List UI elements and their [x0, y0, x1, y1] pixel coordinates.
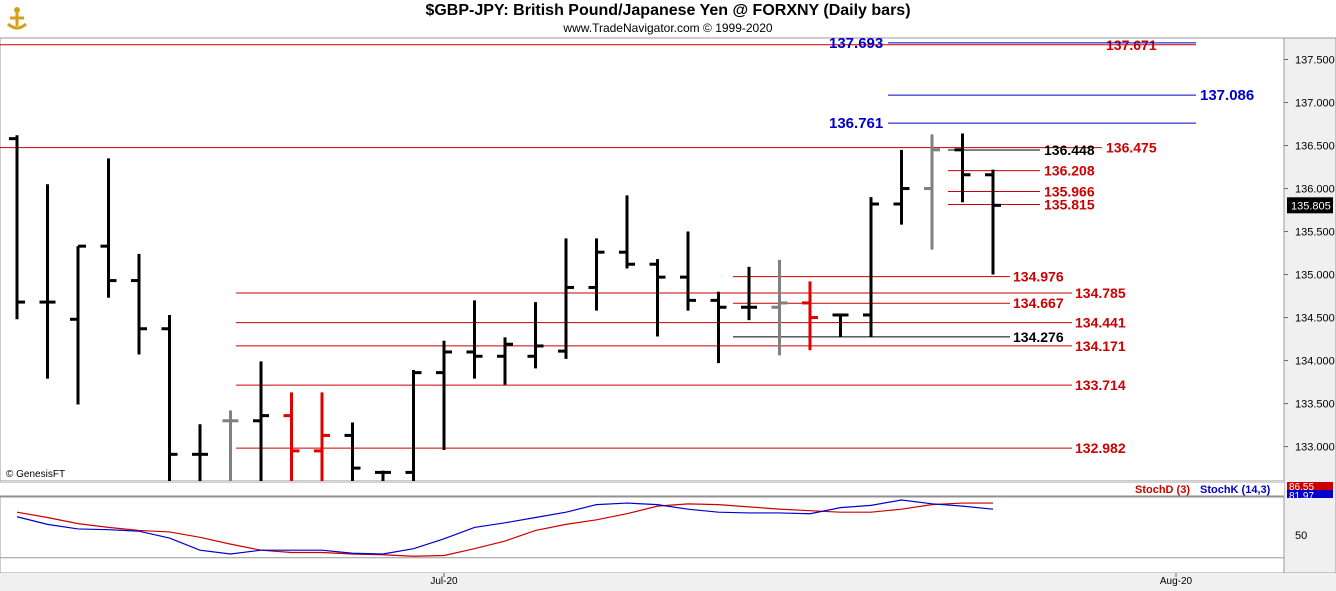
level-label-136-448: 136.448	[1044, 142, 1095, 158]
ohlc-bar-13	[405, 370, 422, 481]
ohlc-bar-20	[619, 195, 635, 269]
level-label-134-976: 134.976	[1013, 269, 1064, 285]
y-tick-label-3: 136.000	[1295, 184, 1335, 196]
ohlc-bar-15	[466, 300, 483, 379]
y-tick-label-7: 134.000	[1295, 356, 1335, 368]
x-tick-label-0: Jul-20	[430, 576, 458, 587]
y-tick-label-9: 133.000	[1295, 442, 1335, 454]
y-tick-label-1: 137.000	[1295, 98, 1335, 110]
level-label-137-693: 137.693	[829, 35, 883, 52]
ohlc-bar-22	[680, 231, 696, 311]
ohlc-bar-12	[375, 470, 391, 481]
ohlc-bar-4	[131, 253, 147, 355]
ohlc-bar-2	[70, 244, 86, 405]
level-label-136-761: 136.761	[829, 115, 883, 132]
stoch-k-value-box	[1287, 490, 1333, 498]
date-axis: Jul-20 Aug-20	[430, 573, 1193, 587]
ohlc-bar-0	[9, 135, 25, 320]
ohlc-bar-24	[741, 266, 757, 321]
level-label-135-966: 135.966	[1044, 183, 1095, 199]
legend-stoch-d: StochD (3)	[1135, 484, 1190, 496]
ohlc-bar-10	[314, 392, 330, 481]
ohlc-bar-27	[832, 313, 849, 337]
level-label-133-714: 133.714	[1075, 377, 1126, 393]
y-tick-label-6: 134.500	[1295, 313, 1335, 325]
stoch-d-value: 86.55	[1289, 482, 1314, 493]
stoch-k-line	[16, 499, 994, 555]
last-price-box	[1287, 197, 1333, 214]
stoch-k-value: 81.97	[1289, 491, 1314, 502]
trade-navigator-logo	[7, 7, 27, 30]
level-label-134-276: 134.276	[1013, 329, 1064, 345]
level-label-136-475: 136.475	[1106, 140, 1157, 156]
chart-title: $GBP-JPY: British Pound/Japanese Yen @ F…	[425, 2, 911, 19]
price-axis: 137.500 137.000 136.500 136.000 135.500 135.0…	[1284, 55, 1335, 454]
ohlc-bar-32	[985, 169, 1001, 275]
ohlc-bar-3	[100, 158, 117, 298]
level-label-134-441: 134.441	[1075, 315, 1126, 331]
last-price-label: 135.805	[1291, 200, 1331, 212]
ohlc-bar-9	[283, 392, 300, 481]
ohlc-bar-7	[222, 410, 239, 481]
ohlc-bar-5	[161, 314, 178, 481]
ohlc-bar-25	[771, 259, 788, 356]
x-tick-label-1: Aug-20	[1160, 576, 1193, 587]
ohlc-bar-23	[710, 291, 727, 364]
y-tick-label-0: 137.500	[1295, 55, 1335, 67]
ohlc-bar-11	[344, 422, 361, 481]
ohlc-bar-17	[527, 302, 544, 369]
panel-gap	[0, 481, 1284, 497]
legend-stoch-k: StochK (14,3)	[1200, 484, 1271, 496]
ohlc-bar-14	[436, 340, 452, 451]
date-axis-background	[0, 573, 1336, 591]
ohlc-bar-28	[863, 197, 879, 337]
ohlc-bar-26	[802, 281, 818, 351]
level-label-134-667: 134.667	[1013, 295, 1064, 311]
level-label-132-982: 132.982	[1075, 440, 1126, 456]
stoch-d-line	[16, 502, 993, 557]
ohlc-bar-18	[558, 238, 574, 359]
ohlc-bar-19	[588, 238, 605, 311]
level-label-135-815: 135.815	[1044, 196, 1095, 212]
y-tick-label-4: 135.500	[1295, 227, 1335, 239]
stochastic-plot-area	[0, 496, 1285, 574]
stoch-tick-label-0: 50	[1295, 530, 1307, 542]
level-label-134-785: 134.785	[1075, 285, 1126, 301]
ohlc-bar-31	[954, 133, 971, 203]
genesis-copyright: © GenesisFT	[6, 469, 66, 480]
y-tick-label-8: 133.500	[1295, 399, 1335, 411]
chart-frame	[0, 37, 1336, 591]
level-lines: 137.671 137.693 137.086 136.761 136.475 136.4…	[0, 35, 1254, 456]
ohlc-bar-6	[192, 424, 208, 481]
ohlc-bar-1	[39, 184, 56, 379]
level-label-136-208: 136.208	[1044, 163, 1095, 179]
stoch-d-value-box	[1287, 482, 1333, 490]
level-label-137-671: 137.671	[1106, 37, 1157, 53]
ohlc-bar-30	[924, 134, 940, 250]
chart-subtitle: www.TradeNavigator.com © 1999-2020	[563, 21, 773, 35]
level-label-134-171: 134.171	[1075, 338, 1126, 354]
ohlc-bar-29	[893, 149, 910, 225]
level-label-137-086: 137.086	[1200, 87, 1254, 104]
y-tick-label-5: 135.000	[1295, 270, 1335, 282]
price-plot-area	[0, 37, 1285, 482]
y-tick-label-2: 136.500	[1295, 141, 1335, 153]
price-bars	[9, 133, 1001, 481]
ohlc-bar-8	[253, 361, 269, 481]
ohlc-bar-21	[649, 259, 666, 337]
ohlc-bar-16	[497, 337, 513, 385]
